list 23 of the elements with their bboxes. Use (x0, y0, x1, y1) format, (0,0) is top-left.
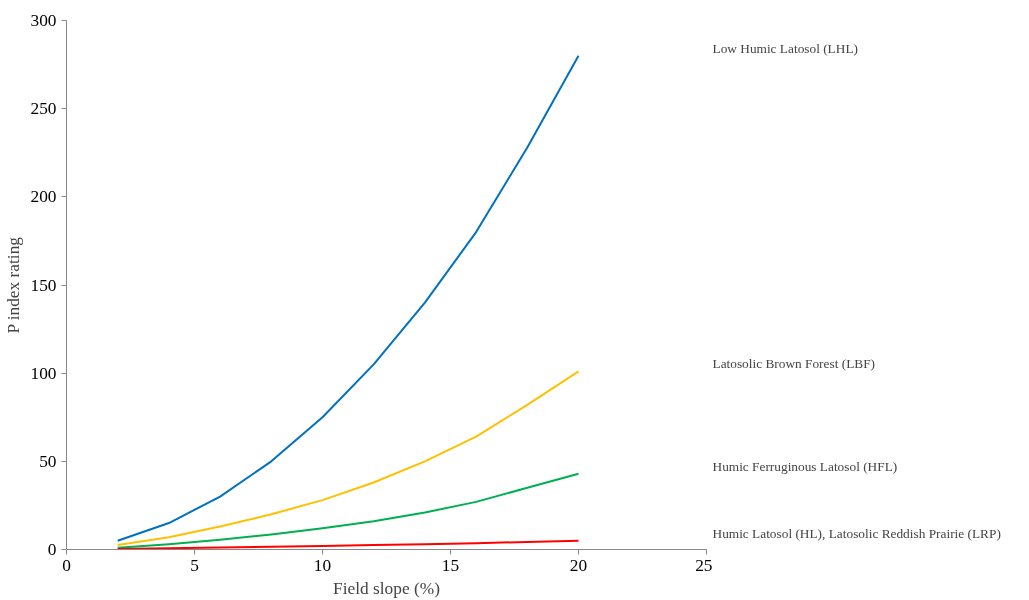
line-series (116, 539, 580, 550)
x-tick-label: 20 (569, 555, 588, 575)
y-axis-title: P index rating (3, 236, 23, 334)
text: Humic Ferruginous Latosol (HFL) (712, 458, 898, 474)
line-series (116, 370, 580, 547)
line-series (116, 472, 580, 549)
y-tick-label: 100 (30, 363, 57, 383)
text: Latosolic Brown Forest (LBF) (712, 356, 876, 372)
y-tick-label: 150 (30, 275, 57, 295)
text: Humic Latosol (HL), Latosolic Reddish Prairie (LRP) (712, 525, 1001, 541)
y-tick-label: 250 (30, 99, 57, 119)
y-tick-label: 0 (47, 540, 57, 559)
y-tick-label: 200 (30, 187, 57, 207)
y-tick-label: 50 (39, 451, 57, 471)
line-series (116, 54, 580, 542)
x-axis-title: Field slope (%) (333, 578, 441, 598)
x-tick-label: 15 (441, 555, 460, 575)
x-tick-label: 25 (695, 555, 713, 575)
x-tick-label: 0 (62, 555, 71, 575)
x-tick-label: 5 (190, 555, 199, 575)
y-tick-label: 300 (30, 11, 57, 30)
x-tick-label: 10 (313, 555, 332, 575)
text: Low Humic Latosol (LHL) (712, 40, 858, 56)
